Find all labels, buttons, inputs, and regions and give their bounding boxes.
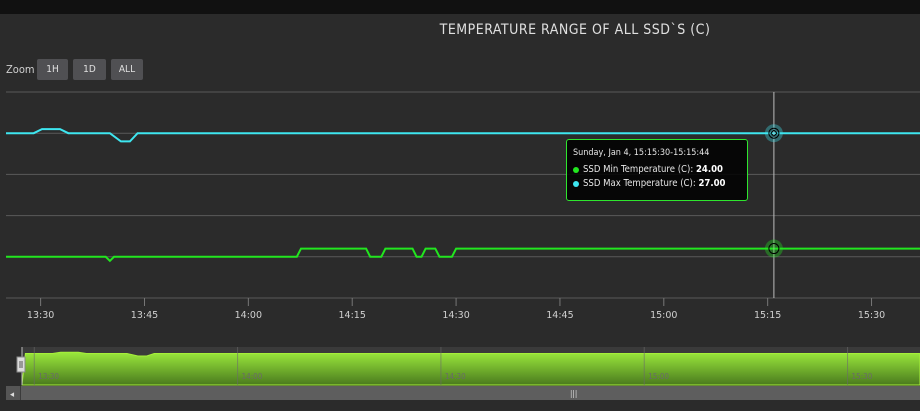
tooltip-label: SSD Min Temperature (C): (583, 164, 696, 175)
x-tick-label: 14:15 (339, 310, 366, 321)
zoom-1h-button[interactable]: 1H (37, 59, 68, 80)
navigator[interactable]: 13:30 14:00 14:30 15:00 15:30 (16, 347, 920, 386)
navigator-tick-label: 15:00 (648, 372, 669, 381)
scrollbar-thumb[interactable] (21, 386, 920, 400)
navigator-tick-label: 14:00 (242, 372, 263, 381)
marker-halo (764, 124, 783, 143)
zoom-all-button[interactable]: ALL (111, 59, 143, 80)
tooltip-value: 24.00 (695, 164, 723, 175)
tooltip-row-min: SSD Min Temperature (C): 24.00 (573, 164, 741, 175)
navigator-series-area (21, 351, 920, 386)
x-tick-label: 15:15 (754, 310, 781, 321)
x-tick-label: 13:45 (131, 310, 158, 321)
marker-max (768, 127, 780, 139)
navigator-left-handle[interactable] (16, 356, 26, 373)
marker-diamond-icon (770, 129, 778, 137)
x-tick-label: 14:00 (235, 310, 262, 321)
navigator-axis: 13:30 14:00 14:30 15:00 15:30 (33, 347, 873, 385)
marker-min (768, 243, 780, 255)
x-tick-label: 15:00 (650, 310, 677, 321)
navigator-tick-label: 14:30 (445, 372, 466, 381)
x-axis: 13:30 13:45 14:00 14:15 14:30 14:45 15:00 15:15… (27, 298, 885, 321)
tooltip: Sunday, Jan 4, 15:15:30-15:15:44 SSD Min… (566, 139, 748, 201)
zoom-label: Zoom (6, 63, 35, 76)
marker-halo (764, 239, 783, 258)
navigator-tick-label: 13:30 (38, 372, 59, 381)
scrollbar-left-arrow-icon: ◂ (10, 390, 15, 400)
scrollbar-left-button[interactable] (6, 386, 20, 400)
x-tick-label: 14:30 (442, 310, 469, 321)
hover-markers (764, 124, 783, 258)
chart-title: TEMPERATURE RANGE OF ALL SSD`S (C) (439, 22, 711, 38)
navigator-tick-label: 15:30 (852, 372, 873, 381)
top-bar (0, 0, 920, 14)
tooltip-header: Sunday, Jan 4, 15:15:30-15:15:44 (573, 148, 710, 158)
gridlines (6, 91, 920, 299)
x-tick-label: 13:30 (27, 310, 54, 321)
zoom-1d-button[interactable]: 1D (73, 59, 106, 80)
x-tick-label: 15:30 (858, 310, 885, 321)
x-tick-label: 14:45 (546, 310, 573, 321)
series-layer (6, 128, 920, 263)
series-dot-icon (573, 166, 579, 173)
series-line-1 (6, 247, 920, 263)
scrollbar-grip-icon: ||| (570, 389, 577, 398)
tooltip-label: SSD Max Temperature (C): (583, 178, 699, 189)
series-line-0 (6, 128, 920, 143)
tooltip-row-max: SSD Max Temperature (C): 27.00 (573, 178, 741, 189)
series-dot-icon (573, 180, 579, 187)
tooltip-value: 27.00 (698, 178, 726, 189)
scrollbar[interactable]: ◂ ||| (6, 386, 920, 400)
